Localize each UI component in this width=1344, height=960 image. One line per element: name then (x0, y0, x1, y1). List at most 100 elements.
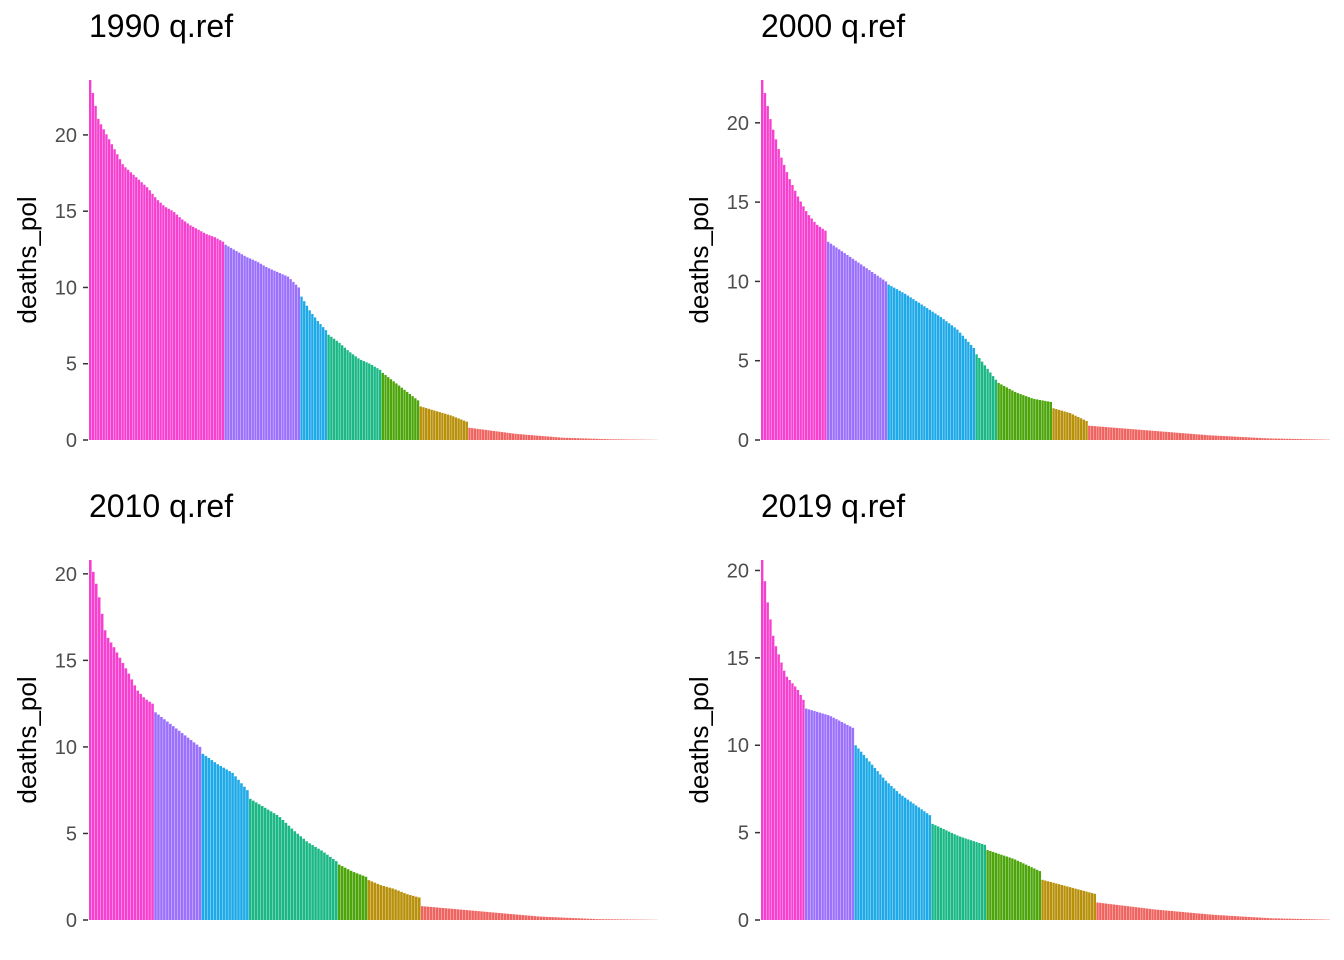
bar (826, 241, 830, 440)
bar (459, 909, 463, 920)
bar (1151, 909, 1154, 920)
bar (142, 697, 145, 920)
bar (145, 699, 148, 920)
bar (1011, 390, 1014, 440)
bar (791, 683, 794, 920)
bar (132, 174, 135, 440)
bar (224, 244, 227, 440)
bar (332, 859, 335, 920)
bar (170, 210, 173, 440)
y-tick-label: 5 (738, 823, 749, 845)
bar (989, 851, 992, 920)
bar (1299, 918, 1303, 920)
bar (389, 379, 393, 440)
bar (300, 296, 303, 440)
bar (1030, 398, 1033, 440)
bar (1112, 427, 1116, 440)
bar (194, 228, 198, 440)
bar (610, 919, 614, 920)
bar (1181, 912, 1184, 920)
bar (403, 389, 406, 440)
bar (978, 357, 981, 440)
y-tick-label: 10 (727, 271, 749, 293)
bar (1030, 867, 1033, 920)
bar (1110, 427, 1113, 440)
bar (373, 882, 377, 920)
bar (1002, 385, 1006, 440)
bar (997, 382, 1000, 440)
bar (1272, 918, 1275, 920)
bar (222, 767, 225, 920)
bar (967, 839, 970, 920)
bar (879, 774, 882, 920)
bar (334, 861, 338, 920)
bar (986, 850, 989, 920)
bar (180, 733, 184, 920)
bar (824, 714, 827, 920)
bar (1203, 434, 1206, 440)
bar (1206, 914, 1209, 920)
bar (942, 829, 945, 920)
bar (997, 853, 1000, 920)
bar (1305, 439, 1308, 440)
bar (609, 439, 612, 440)
bar (903, 797, 907, 920)
bar (127, 673, 131, 920)
bar (1189, 433, 1193, 440)
bar (1151, 430, 1154, 440)
bar (892, 788, 896, 920)
bar (1288, 918, 1292, 920)
bar (1156, 909, 1160, 920)
bar (248, 258, 252, 440)
bar (840, 722, 844, 920)
bar (625, 919, 629, 920)
bar (326, 854, 329, 920)
bar (848, 256, 852, 440)
bar (167, 208, 170, 440)
bar (118, 159, 122, 440)
bar (462, 420, 466, 440)
bar (571, 438, 574, 440)
bar (1187, 433, 1190, 440)
bar (495, 431, 498, 440)
bar (1250, 917, 1253, 920)
bar (453, 909, 457, 920)
bar (157, 714, 160, 920)
bar (460, 419, 463, 440)
bar (519, 434, 523, 440)
bar (1165, 910, 1168, 920)
bar (566, 917, 569, 920)
bar (1022, 863, 1025, 920)
bar (574, 438, 577, 440)
bar (506, 913, 510, 920)
bar (492, 430, 496, 440)
bar (603, 439, 607, 440)
bar (254, 260, 257, 440)
bar (210, 760, 214, 920)
bar (397, 385, 401, 440)
bar (1016, 860, 1020, 920)
bar (607, 919, 611, 920)
bar (287, 825, 291, 920)
bar (490, 430, 493, 440)
bar (1033, 868, 1036, 920)
bar (1313, 919, 1316, 920)
bar (1231, 915, 1234, 920)
bar (171, 726, 175, 920)
bar (195, 744, 199, 920)
bar (592, 438, 596, 440)
bar (1319, 919, 1322, 920)
bar (376, 883, 380, 920)
bar (121, 164, 124, 440)
bar (1123, 905, 1127, 920)
bar (1000, 854, 1003, 920)
bar (265, 266, 268, 440)
bar (590, 438, 593, 440)
bar (552, 436, 555, 440)
bar (854, 745, 857, 920)
bar (1035, 869, 1039, 920)
bar (286, 276, 290, 440)
bar (346, 350, 349, 440)
bar (382, 886, 385, 920)
bar (105, 134, 108, 441)
